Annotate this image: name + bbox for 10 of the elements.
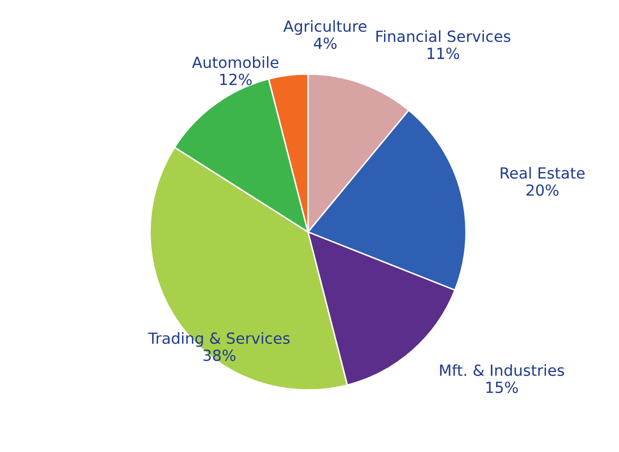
slice-label: Agriculture <box>283 20 366 35</box>
slice-label: Automobile <box>192 56 278 68</box>
data-label: 15% <box>486 382 518 394</box>
slice-label: Mft. & Industries <box>440 364 564 376</box>
data-label: 12% <box>220 74 252 86</box>
data-label: 20% <box>526 184 559 196</box>
data-label: 11% <box>428 48 460 60</box>
data-label: 4% <box>314 37 337 50</box>
slice-label: Real Estate <box>500 166 585 179</box>
slice-label: Financial Services <box>376 30 510 42</box>
